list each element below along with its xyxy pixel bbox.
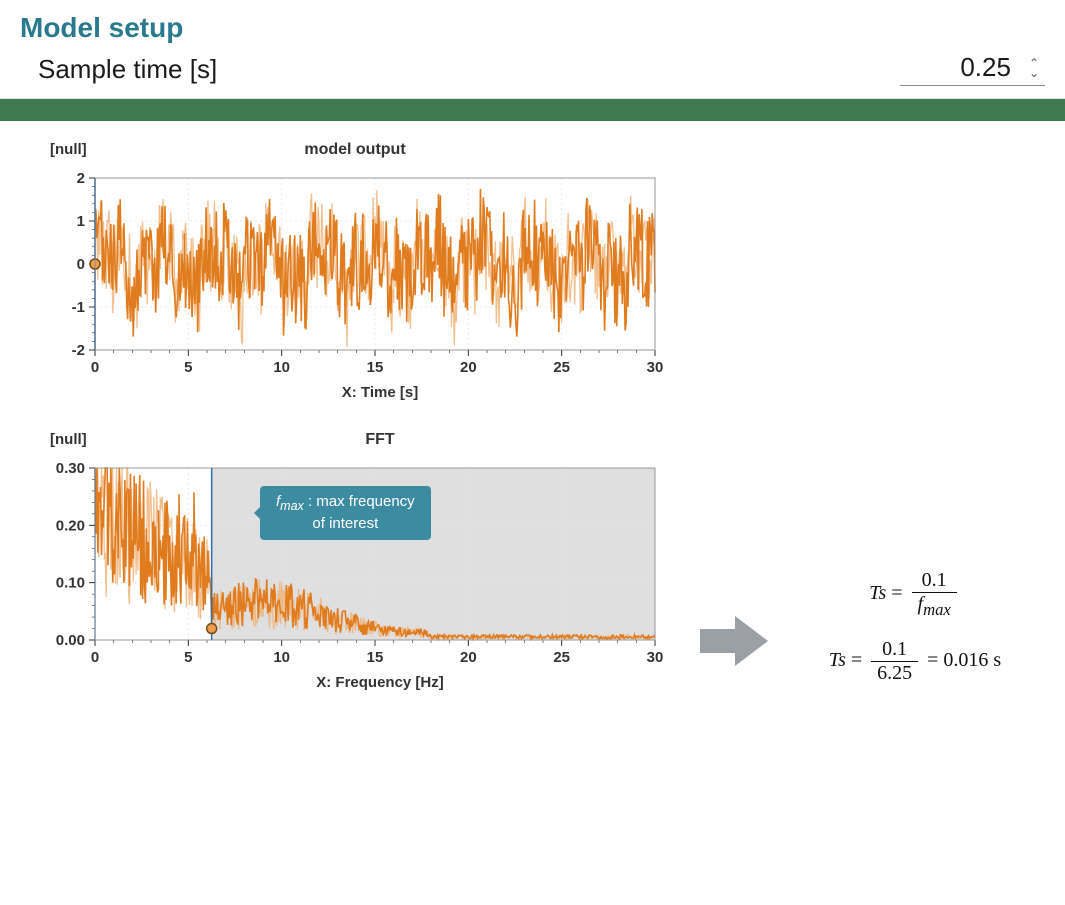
charts-column: [null] model output 051015202530-2-1012 … xyxy=(10,131,690,721)
formula-block: Ts = 0.1fmax Ts = 0.16.25 = 0.016 s xyxy=(780,551,1050,703)
svg-text:0.00: 0.00 xyxy=(56,632,85,649)
formula-1: Ts = 0.1fmax xyxy=(780,569,1050,620)
chart2-title: FFT xyxy=(80,431,680,449)
svg-text:25: 25 xyxy=(553,359,570,376)
chevron-down-icon[interactable]: ⌄ xyxy=(1029,68,1039,78)
svg-text:25: 25 xyxy=(553,649,570,666)
svg-text:0.10: 0.10 xyxy=(56,575,85,592)
fft-chart: [null] FFT 0510152025300.000.100.200.30 … xyxy=(30,431,680,691)
sample-time-label: Sample time [s] xyxy=(38,54,217,85)
svg-text:10: 10 xyxy=(273,649,290,666)
model-setup-panel: Model setup Sample time [s] 0.25 ⌃ ⌄ xyxy=(0,0,1065,99)
chart1-svg: 0 5 10 15 20 25 30 -2 -1 0 1 2 xyxy=(30,160,670,380)
fmax-callout: fmax : max frequency of interest xyxy=(260,486,431,540)
chart1-xlabel: X: Time [s] xyxy=(80,384,680,401)
formula-2: Ts = 0.16.25 = 0.016 s xyxy=(780,638,1050,685)
svg-text:20: 20 xyxy=(460,359,477,376)
svg-text:30: 30 xyxy=(647,359,664,376)
chart2-xlabel: X: Frequency [Hz] xyxy=(80,674,680,691)
svg-text:5: 5 xyxy=(184,359,192,376)
content-area: [null] model output 051015202530-2-1012 … xyxy=(0,121,1065,741)
sample-time-value: 0.25 xyxy=(960,52,1011,83)
svg-text:10: 10 xyxy=(273,359,290,376)
divider-bar xyxy=(0,99,1065,121)
svg-text:20: 20 xyxy=(460,649,477,666)
svg-text:0: 0 xyxy=(91,359,99,376)
svg-text:15: 15 xyxy=(367,649,384,666)
panel-title: Model setup xyxy=(20,12,1045,44)
svg-text:0.20: 0.20 xyxy=(56,517,85,534)
svg-text:15: 15 xyxy=(367,359,384,376)
svg-text:-1: -1 xyxy=(72,299,85,316)
svg-text:30: 30 xyxy=(647,649,664,666)
svg-text:5: 5 xyxy=(184,649,192,666)
stepper-icon[interactable]: ⌃ ⌄ xyxy=(1029,58,1039,78)
svg-text:0: 0 xyxy=(77,256,85,273)
svg-text:2: 2 xyxy=(77,170,85,187)
callout-line2: of interest xyxy=(312,515,378,532)
callout-line1: fmax : max frequency xyxy=(276,493,415,510)
svg-text:-2: -2 xyxy=(72,342,85,359)
chart1-title: model output xyxy=(30,141,680,159)
right-column: Ts = 0.1fmax Ts = 0.16.25 = 0.016 s xyxy=(690,131,1055,721)
arrow-icon xyxy=(700,611,770,671)
svg-text:0.30: 0.30 xyxy=(56,460,85,477)
sample-time-input[interactable]: 0.25 ⌃ ⌄ xyxy=(900,52,1045,86)
svg-text:0: 0 xyxy=(91,649,99,666)
sample-time-row: Sample time [s] 0.25 ⌃ ⌄ xyxy=(20,52,1045,86)
svg-text:1: 1 xyxy=(77,213,85,230)
model-output-chart: [null] model output 051015202530-2-1012 … xyxy=(30,141,680,401)
chart2-svg: 0 5 10 15 20 25 30 0.00 0.10 0.20 0.30 xyxy=(30,450,670,670)
